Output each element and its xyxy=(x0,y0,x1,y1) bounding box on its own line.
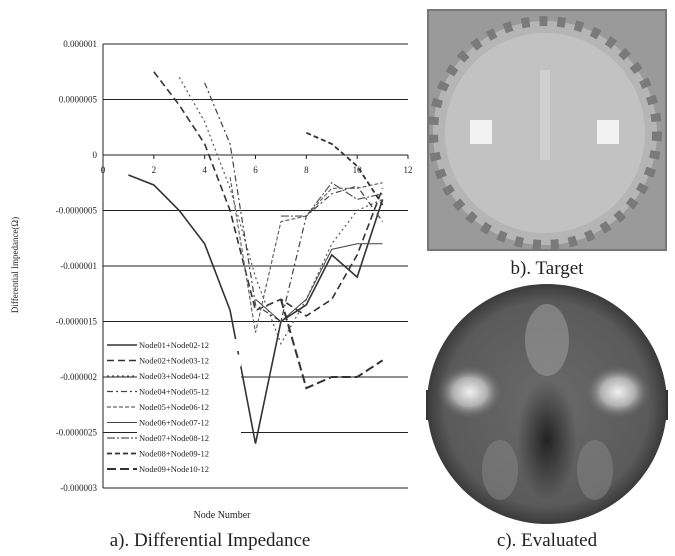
y-tick-label: -0.000002 xyxy=(60,372,97,382)
x-tick-label: 0 xyxy=(101,165,106,175)
legend-label: Node03+Node04-12 xyxy=(139,371,209,381)
data-line xyxy=(281,299,383,388)
x-tick-label: 2 xyxy=(152,165,157,175)
figure-canvas: a). Differential Impedance b). Target c)… xyxy=(0,0,675,556)
legend-label: Node09+Node10-12 xyxy=(139,464,209,474)
figure: a). Differential Impedance b). Target c)… xyxy=(0,0,675,556)
y-tick-label: 0 xyxy=(93,150,98,160)
evaluated-image xyxy=(427,284,667,524)
y-axis-label: Differential Impedance(Ω) xyxy=(10,217,20,313)
caption-c: c). Evaluated xyxy=(497,530,598,551)
legend-label: Node08+Node09-12 xyxy=(139,449,209,459)
x-tick-label: 4 xyxy=(202,165,207,175)
x-tick-label: 6 xyxy=(253,165,258,175)
y-tick-label: 0.000001 xyxy=(63,39,97,49)
y-tick-label: -0.0000005 xyxy=(56,206,98,216)
x-tick-label: 12 xyxy=(404,165,413,175)
caption-a: a). Differential Impedance xyxy=(110,530,311,551)
legend-label: Node02+Node03-12 xyxy=(139,356,209,366)
target-photo xyxy=(428,10,666,250)
y-tick-label: -0.0000025 xyxy=(56,428,98,438)
legend-label: Node06+Node07-12 xyxy=(139,418,209,428)
caption-b: b). Target xyxy=(511,258,585,279)
legend-label: Node05+Node06-12 xyxy=(139,402,209,412)
legend-label: Node01+Node02-12 xyxy=(139,340,209,350)
x-axis-label: Node Number xyxy=(194,510,252,521)
data-line xyxy=(306,133,382,205)
data-line xyxy=(205,83,383,322)
y-tick-label: -0.0000015 xyxy=(56,317,98,327)
y-tick-label: 0.0000005 xyxy=(59,95,98,105)
y-tick-label: -0.000001 xyxy=(60,261,97,271)
y-tick-label: -0.000003 xyxy=(60,483,97,493)
x-tick-label: 8 xyxy=(304,165,309,175)
data-line xyxy=(281,183,383,216)
data-line xyxy=(230,177,383,332)
legend-label: Node04+Node05-12 xyxy=(139,387,209,397)
legend-label: Node07+Node08-12 xyxy=(139,433,209,443)
